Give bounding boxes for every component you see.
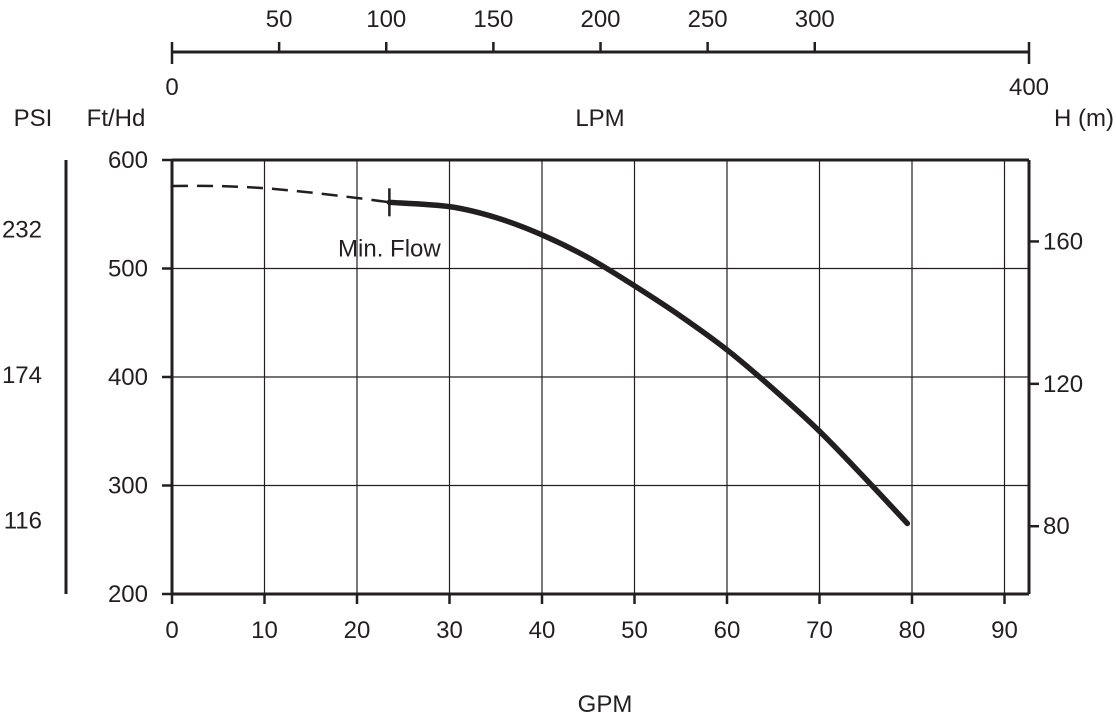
- hm-tick-label-80: 80: [1043, 513, 1070, 540]
- axes: [64, 42, 1039, 604]
- grid-lines: [172, 160, 1029, 594]
- y-tick-label-600: 600: [108, 147, 148, 174]
- x-tick-label-50: 50: [621, 617, 648, 644]
- top-axis-label: LPM: [575, 105, 624, 132]
- x-axis-label: GPM: [578, 691, 633, 718]
- hm-tick-label-120: 120: [1043, 371, 1083, 398]
- x-tick-label-0: 0: [165, 617, 178, 644]
- top-axis-start-label: 0: [165, 74, 178, 101]
- psi-tick-label-174: 174: [2, 362, 42, 389]
- y-tick-label-300: 300: [108, 473, 148, 500]
- y-tick-label-500: 500: [108, 256, 148, 283]
- lpm-tick-label-250: 250: [688, 6, 728, 33]
- min-flow-annotation: Min. Flow: [338, 235, 441, 262]
- y-tick-label-400: 400: [108, 364, 148, 391]
- hm-tick-label-160: 160: [1043, 228, 1083, 255]
- lpm-tick-label-100: 100: [366, 6, 406, 33]
- curve-layer: [171, 184, 911, 527]
- tick-labels: 0 10 20 30 40 50 60 70 80 90 200 300 400 500 600 50 100 1…: [2, 6, 1083, 644]
- left-axis-label: PSI: [14, 105, 53, 132]
- lpm-tick-label-200: 200: [580, 6, 620, 33]
- dashed-head-curve: [171, 184, 390, 204]
- x-tick-label-30: 30: [436, 617, 463, 644]
- right-axis-label: H (m): [1054, 105, 1114, 132]
- lpm-tick-label-50: 50: [266, 6, 293, 33]
- lpm-tick-label-150: 150: [473, 6, 513, 33]
- pump-head-curve: [386, 199, 911, 527]
- x-tick-label-60: 60: [714, 617, 741, 644]
- y-tick-label-200: 200: [108, 581, 148, 608]
- x-tick-label-70: 70: [806, 617, 833, 644]
- top-axis-end-label: 400: [1009, 74, 1049, 101]
- x-tick-label-10: 10: [251, 617, 278, 644]
- x-tick-label-80: 80: [899, 617, 926, 644]
- x-tick-label-90: 90: [991, 617, 1018, 644]
- x-tick-label-20: 20: [344, 617, 371, 644]
- y-axis-label: Ft/Hd: [87, 105, 146, 132]
- x-tick-label-40: 40: [529, 617, 556, 644]
- psi-tick-label-232: 232: [2, 217, 42, 244]
- lpm-tick-label-300: 300: [795, 6, 835, 33]
- psi-tick-label-116: 116: [4, 507, 42, 534]
